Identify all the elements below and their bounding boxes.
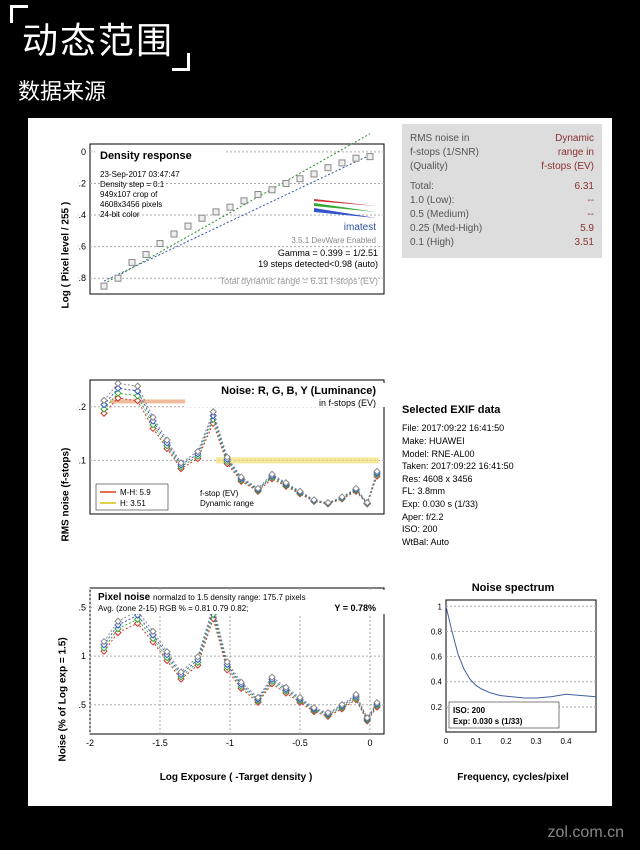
svg-text:1: 1 xyxy=(81,651,86,661)
stats-value: 6.31 xyxy=(575,180,594,194)
exif-row: ISO: 200 xyxy=(402,523,602,536)
svg-text:-0.6: -0.6 xyxy=(78,242,86,252)
noise-spectrum-chart: Noise spectrum 0.2 0.4 0.6 0.8 1 0 0.1 0.2 0.3 0.… xyxy=(424,582,602,752)
stats-header-right: Dynamic range in f-stops (EV) xyxy=(541,132,594,174)
chart4-xlabel: Frequency, cycles/pixel xyxy=(424,772,602,783)
svg-text:Avg. (zone 2-15) RGB % = 0.81: Avg. (zone 2-15) RGB % = 0.81 0.79 0.82; xyxy=(98,604,248,613)
chart3-xlabel: Log Exposure ( -Target density ) xyxy=(78,772,394,783)
pixel-noise-chart: 0.5 1 1.5 -2 -1.5 -1 -0.5 0 Pixel noise normalzd… xyxy=(78,582,394,752)
svg-text:3.5.1 DevWare Enabled: 3.5.1 DevWare Enabled xyxy=(291,236,376,245)
svg-text:in f-stops (EV): in f-stops (EV) xyxy=(319,398,376,408)
noise-rgby-chart: 0.1 0.2 Noise: R, G, B, Y (Luminance)in f-… xyxy=(78,374,394,522)
svg-text:0.6: 0.6 xyxy=(431,653,443,662)
svg-text:0.2: 0.2 xyxy=(431,703,443,712)
exif-row: Aper: f/2.2 xyxy=(402,511,602,524)
svg-text:0: 0 xyxy=(367,738,372,748)
svg-text:Dynamic range: Dynamic range xyxy=(200,499,254,508)
exif-row: Res: 4608 x 3456 xyxy=(402,473,602,486)
header: 动态范围 数据来源 xyxy=(18,10,178,106)
exif-row: Taken: 2017:09:22 16:41:50 xyxy=(402,460,602,473)
subtitle-text: 数据来源 xyxy=(18,74,178,106)
svg-text:0.8: 0.8 xyxy=(431,627,443,636)
svg-text:Noise: R, G, B, Y (Luminance): Noise: R, G, B, Y (Luminance) xyxy=(221,385,376,397)
svg-text:-0.2: -0.2 xyxy=(78,178,86,188)
exif-row: Model: RNE-AL00 xyxy=(402,448,602,461)
svg-text:-0.5: -0.5 xyxy=(292,738,308,748)
svg-text:0.2: 0.2 xyxy=(78,402,86,412)
exif-row: Make: HUAWEI xyxy=(402,435,602,448)
exif-panel: Selected EXIF data File: 2017:09:22 16:4… xyxy=(402,403,602,548)
svg-text:4608x3456 pixels: 4608x3456 pixels xyxy=(100,200,162,209)
chart4-title: Noise spectrum xyxy=(424,582,602,594)
page-title: 动态范围 xyxy=(18,10,178,66)
svg-text:0.1: 0.1 xyxy=(78,455,86,465)
svg-text:23-Sep-2017 03:47:47: 23-Sep-2017 03:47:47 xyxy=(100,170,180,179)
corner-br-icon xyxy=(172,53,190,71)
svg-text:M-H: 5.9: M-H: 5.9 xyxy=(120,488,151,497)
exif-row: FL: 3.8mm xyxy=(402,485,602,498)
title-box: 动态范围 xyxy=(18,10,178,66)
svg-text:0.2: 0.2 xyxy=(500,737,512,746)
exif-row: WtBal: Auto xyxy=(402,536,602,549)
stats-panel: RMS noise in f-stops (1/SNR) (Quality) D… xyxy=(402,124,602,258)
svg-text:-1.5: -1.5 xyxy=(152,738,168,748)
exif-title: Selected EXIF data xyxy=(402,403,602,418)
footer-text: zol.com.cn xyxy=(548,824,624,842)
svg-text:0.4: 0.4 xyxy=(431,678,443,687)
svg-text:0.1: 0.1 xyxy=(470,737,482,746)
density-response-chart: 0 -0.2 -0.4 -0.6 -0.8 Density response 23-Sep-… xyxy=(78,124,394,308)
svg-text:imatest: imatest xyxy=(344,222,376,233)
stats-label: Total: xyxy=(410,180,434,194)
stats-label: 0.1 (High) xyxy=(410,236,454,250)
chart1-ylabel: Log ( Pixel level / 255 ) xyxy=(61,129,72,309)
stats-header-left: RMS noise in f-stops (1/SNR) (Quality) xyxy=(410,132,479,174)
stats-value: 3.51 xyxy=(575,236,594,250)
svg-text:0.3: 0.3 xyxy=(530,737,542,746)
svg-text:0.4: 0.4 xyxy=(560,737,572,746)
svg-text:Pixel noise normalzd to 1.5: Pixel noise normalzd to 1.5 density rang… xyxy=(98,592,306,603)
svg-text:H: 3.51: H: 3.51 xyxy=(120,499,146,508)
exif-row: Exp: 0.030 s (1/33) xyxy=(402,498,602,511)
stats-value: -- xyxy=(587,194,594,208)
svg-text:f-stop (EV): f-stop (EV) xyxy=(200,489,239,498)
svg-text:24-bit color: 24-bit color xyxy=(100,210,140,219)
svg-text:949x107 crop of: 949x107 crop of xyxy=(100,190,158,199)
stats-label: 0.5 (Medium) xyxy=(410,208,469,222)
svg-text:19 steps detected<0.98 (auto): 19 steps detected<0.98 (auto) xyxy=(258,259,378,269)
chart3-ylabel: Noise (% of Log exp = 1.5) xyxy=(58,582,69,762)
svg-text:Y = 0.78%: Y = 0.78% xyxy=(334,603,376,613)
svg-text:Density response: Density response xyxy=(100,150,192,162)
stats-label: 1.0 (Low): xyxy=(410,194,454,208)
main-panel: RMS noise in f-stops (1/SNR) (Quality) D… xyxy=(28,118,612,806)
svg-text:0.5: 0.5 xyxy=(78,700,86,710)
svg-text:-0.4: -0.4 xyxy=(78,210,86,220)
stats-value: -- xyxy=(587,208,594,222)
svg-text:-0.8: -0.8 xyxy=(78,273,86,283)
svg-text:Exp: 0.030 s (1/33): Exp: 0.030 s (1/33) xyxy=(453,717,523,726)
svg-text:1: 1 xyxy=(438,602,443,611)
exif-row: File: 2017:09:22 16:41:50 xyxy=(402,422,602,435)
corner-tl-icon xyxy=(10,5,28,23)
svg-text:Density step = 0.1: Density step = 0.1 xyxy=(100,180,165,189)
svg-text:-1: -1 xyxy=(226,738,234,748)
svg-text:Gamma = 0.399 = 1/2.51: Gamma = 0.399 = 1/2.51 xyxy=(278,248,378,258)
svg-text:-2: -2 xyxy=(86,738,94,748)
svg-text:0: 0 xyxy=(444,737,449,746)
stats-value: 5.9 xyxy=(580,222,594,236)
stats-label: 0.25 (Med-High) xyxy=(410,222,482,236)
chart2-ylabel: RMS noise (f-stops) xyxy=(61,362,72,542)
svg-text:0: 0 xyxy=(81,147,86,157)
svg-text:1.5: 1.5 xyxy=(78,602,86,612)
svg-text:ISO: 200: ISO: 200 xyxy=(453,706,486,715)
svg-text:Total dynamic range = 6.31 f-s: Total dynamic range = 6.31 f-stops (EV) xyxy=(220,276,378,286)
